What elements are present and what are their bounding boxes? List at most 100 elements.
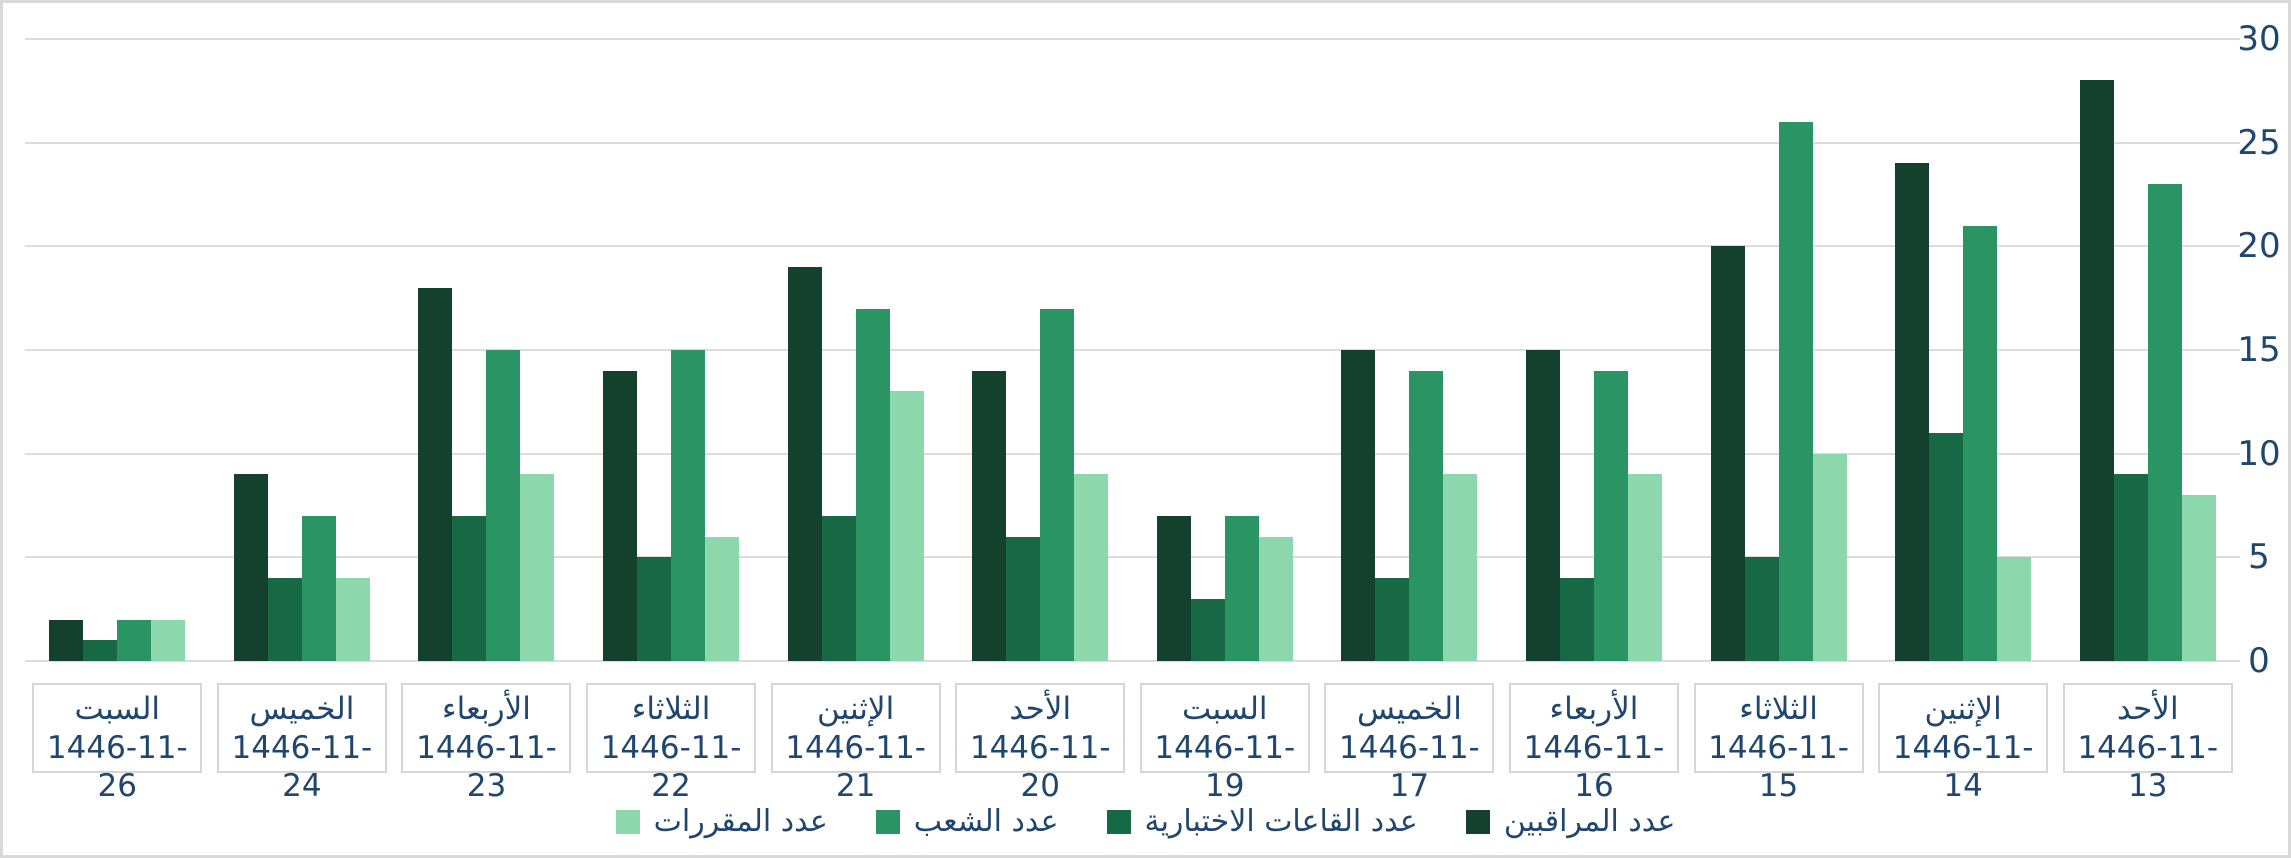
bar-عدد المراقبين-1446-11-17[interactable] — [1341, 350, 1376, 661]
gridline-20 — [25, 245, 2240, 248]
bar-عدد القاعات الاختبارية-1446-11-22[interactable] — [637, 557, 672, 661]
bar-عدد المقررات-1446-11-15[interactable] — [1812, 453, 1847, 661]
legend-label: عدد المراقبين — [1503, 804, 1676, 839]
legend-item-عدد المراقبين[interactable]: عدد المراقبين — [1465, 804, 1676, 840]
bar-عدد الشعب-1446-11-13[interactable] — [2147, 184, 2182, 661]
legend-label: عدد الشعب — [913, 804, 1059, 839]
bar-عدد الشعب-1446-11-20[interactable] — [1040, 308, 1075, 661]
bar-عدد القاعات الاختبارية-1446-11-20[interactable] — [1006, 536, 1041, 661]
bar-group-1446-11-23 — [394, 39, 579, 661]
bar-group-1446-11-24 — [210, 39, 395, 661]
bar-عدد المراقبين-1446-11-20[interactable] — [972, 370, 1007, 661]
bars — [1317, 39, 1502, 661]
bar-عدد القاعات الاختبارية-1446-11-26[interactable] — [83, 640, 118, 661]
y-tick-label-5: 5 — [2248, 537, 2270, 578]
bar-عدد المراقبين-1446-11-19[interactable] — [1156, 515, 1191, 661]
gridline-5 — [25, 556, 2240, 559]
category-day-label: الأربعاء — [442, 691, 531, 727]
bar-عدد الشعب-1446-11-23[interactable] — [486, 350, 521, 661]
bar-عدد المقررات-1446-11-17[interactable] — [1443, 474, 1478, 661]
gridline-0 — [25, 660, 2240, 662]
bar-عدد الشعب-1446-11-14[interactable] — [1963, 225, 1998, 661]
category-date-label: 1446-11-20 — [969, 730, 1111, 804]
plot-area — [25, 38, 2240, 662]
bar-عدد القاعات الاختبارية-1446-11-16[interactable] — [1559, 578, 1594, 661]
bar-عدد المقررات-1446-11-16[interactable] — [1627, 474, 1662, 661]
bars — [948, 39, 1133, 661]
bar-عدد المراقبين-1446-11-16[interactable] — [1525, 350, 1560, 661]
bar-عدد الشعب-1446-11-22[interactable] — [671, 350, 706, 661]
legend: عدد المقررات عدد الشعب عدد القاعات الاختبا… — [3, 799, 2288, 845]
bar-عدد المراقبين-1446-11-15[interactable] — [1710, 246, 1745, 661]
bar-عدد المراقبين-1446-11-14[interactable] — [1895, 163, 1930, 661]
category-date-label: 1446-11-23 — [416, 730, 557, 804]
category-date-label: 1446-11-13 — [2077, 730, 2219, 804]
category-box-1446-11-17: الخميس 1446-11-17 — [1324, 683, 1495, 804]
bar-عدد القاعات الاختبارية-1446-11-19[interactable] — [1190, 598, 1225, 661]
bar-عدد المراقبين-1446-11-13[interactable] — [2079, 80, 2114, 661]
category-date-label: 1446-11-17 — [1339, 730, 1480, 804]
legend-item-عدد الشعب[interactable]: عدد الشعب — [875, 804, 1059, 840]
category-day-label: السبت — [74, 691, 161, 727]
bar-عدد القاعات الاختبارية-1446-11-21[interactable] — [821, 515, 856, 661]
bar-عدد المقررات-1446-11-24[interactable] — [335, 578, 370, 661]
bar-عدد القاعات الاختبارية-1446-11-13[interactable] — [2113, 474, 2148, 661]
legend-label: عدد القاعات الاختبارية — [1144, 804, 1418, 839]
bar-عدد المراقبين-1446-11-26[interactable] — [49, 619, 84, 661]
bar-عدد القاعات الاختبارية-1446-11-15[interactable] — [1744, 557, 1779, 661]
bar-group-1446-11-21 — [763, 39, 948, 661]
gridline-10 — [25, 452, 2240, 455]
bar-عدد الشعب-1446-11-15[interactable] — [1778, 121, 1813, 661]
category-box-1446-11-26: السبت 1446-11-26 — [32, 683, 203, 804]
bar-group-1446-11-13 — [2055, 39, 2240, 661]
bar-group-1446-11-20 — [948, 39, 1133, 661]
gridline-30 — [25, 38, 2240, 40]
bar-عدد الشعب-1446-11-17[interactable] — [1409, 370, 1444, 661]
legend-swatch-icon — [1106, 810, 1131, 834]
bar-عدد المراقبين-1446-11-24[interactable] — [233, 474, 268, 661]
bar-عدد المراقبين-1446-11-23[interactable] — [418, 287, 453, 661]
category-day-label: السبت — [1182, 691, 1268, 727]
category-date-label: 1446-11-22 — [600, 730, 742, 804]
bars — [210, 39, 395, 661]
legend-item-عدد المقررات[interactable]: عدد المقررات — [615, 804, 828, 840]
category-date-label: 1446-11-24 — [231, 730, 373, 804]
bar-عدد المراقبين-1446-11-22[interactable] — [603, 370, 638, 661]
bar-عدد المقررات-1446-11-20[interactable] — [1074, 474, 1109, 661]
category-day-label: الأحد — [2116, 691, 2179, 727]
bar-عدد الشعب-1446-11-19[interactable] — [1224, 515, 1259, 661]
y-tick-label-20: 20 — [2237, 226, 2281, 267]
bar-group-1446-11-14 — [1871, 39, 2056, 661]
bar-عدد المراقبين-1446-11-21[interactable] — [787, 267, 822, 661]
bar-عدد الشعب-1446-11-16[interactable] — [1593, 370, 1628, 661]
bars — [25, 39, 210, 661]
category-date-label: 1446-11-21 — [785, 730, 926, 804]
bar-عدد الشعب-1446-11-26[interactable] — [117, 619, 152, 661]
bar-عدد القاعات الاختبارية-1446-11-24[interactable] — [267, 578, 302, 661]
bar-عدد المقررات-1446-11-26[interactable] — [151, 619, 186, 661]
bars — [1686, 39, 1871, 661]
bar-عدد المقررات-1446-11-13[interactable] — [2181, 495, 2216, 661]
bar-عدد القاعات الاختبارية-1446-11-17[interactable] — [1375, 578, 1410, 661]
bar-عدد المقررات-1446-11-14[interactable] — [1997, 557, 2032, 661]
category-box-1446-11-24: الخميس 1446-11-24 — [216, 683, 387, 804]
bar-عدد المقررات-1446-11-23[interactable] — [520, 474, 555, 661]
bar-عدد المقررات-1446-11-21[interactable] — [889, 391, 924, 661]
category-day-label: الإثنين — [1924, 691, 2002, 727]
bar-عدد القاعات الاختبارية-1446-11-14[interactable] — [1929, 432, 1964, 661]
category-box-1446-11-16: الأربعاء 1446-11-16 — [1508, 683, 1679, 804]
legend-item-عدد القاعات الاختبارية[interactable]: عدد القاعات الاختبارية — [1106, 804, 1418, 840]
x-axis: السبت 1446-11-26 الخميس 1446-11-24 الأربعاء 1… — [25, 683, 2240, 804]
category-box-1446-11-19: السبت 1446-11-19 — [1139, 683, 1310, 804]
bar-عدد المقررات-1446-11-19[interactable] — [1258, 536, 1293, 661]
bar-عدد القاعات الاختبارية-1446-11-23[interactable] — [452, 515, 487, 661]
bar-عدد الشعب-1446-11-21[interactable] — [855, 308, 890, 661]
gridline-15 — [25, 349, 2240, 351]
y-tick-label-10: 10 — [2237, 433, 2281, 474]
bar-عدد الشعب-1446-11-24[interactable] — [301, 515, 336, 661]
bar-عدد المقررات-1446-11-22[interactable] — [705, 536, 740, 661]
category-date-label: 1446-11-16 — [1523, 730, 1665, 804]
category-day-label: الثلاثاء — [1739, 691, 1818, 727]
category-day-label: الثلاثاء — [631, 691, 711, 727]
bars — [1502, 39, 1687, 661]
